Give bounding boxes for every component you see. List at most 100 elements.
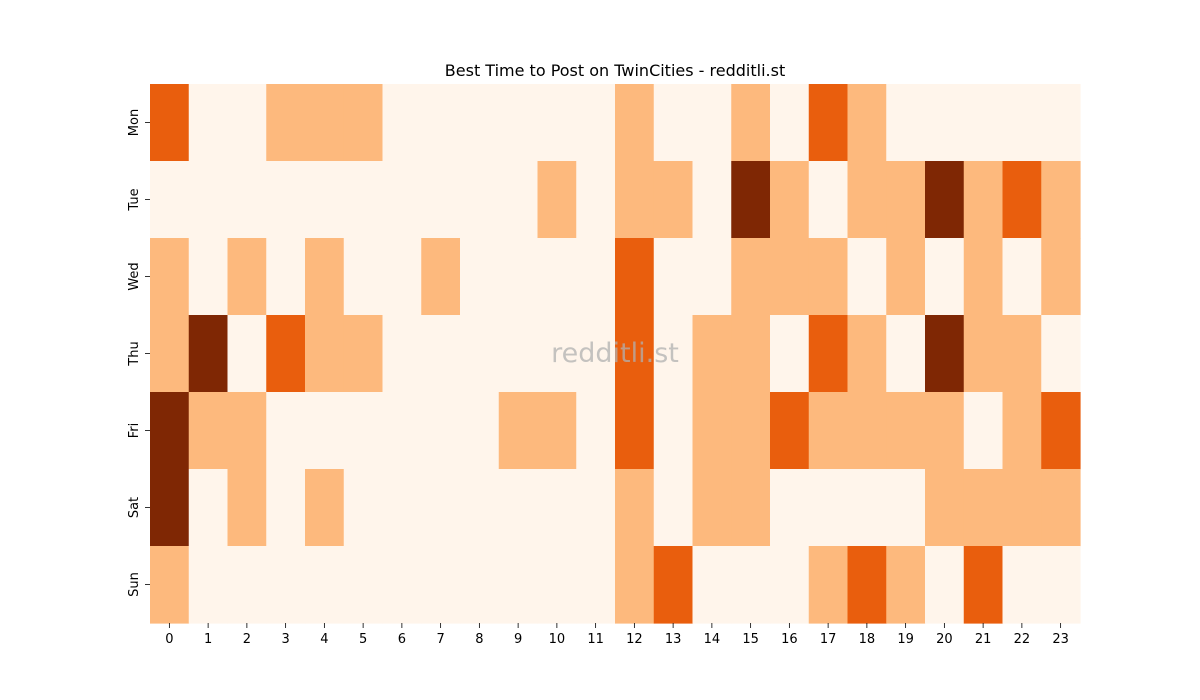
heatmap-cell-wed-7: [421, 238, 461, 316]
heatmap-cells: [150, 84, 1081, 624]
heatmap-cell-fri-1: [188, 392, 229, 470]
heatmap-cell-tue-6: [382, 161, 422, 239]
heatmap-cell-fri-2: [227, 392, 267, 470]
heatmap-cell-tue-10: [537, 161, 577, 239]
heatmap-cell-tue-22: [1002, 161, 1042, 239]
heatmap-cell-thu-17: [808, 315, 849, 393]
heatmap-cell-wed-2: [227, 238, 267, 316]
heatmap-cell-tue-8: [460, 161, 500, 239]
heatmap-cell-sat-6: [382, 469, 422, 547]
x-tick-label: 18: [859, 632, 876, 647]
heatmap-cell-thu-7: [421, 315, 461, 393]
heatmap-cell-sun-7: [421, 546, 461, 624]
heatmap-cell-fri-8: [460, 392, 500, 470]
heatmap-cell-mon-6: [382, 84, 422, 162]
heatmap-cell-mon-4: [305, 84, 345, 162]
heatmap-cell-fri-12: [615, 392, 655, 470]
heatmap-cell-wed-22: [1002, 238, 1042, 316]
heatmap-cell-wed-5: [343, 238, 384, 316]
heatmap-cell-sat-10: [537, 469, 577, 547]
heatmap-cell-mon-7: [421, 84, 461, 162]
heatmap-cell-sun-19: [886, 546, 926, 624]
heatmap-cell-sun-6: [382, 546, 422, 624]
heatmap-cell-mon-5: [343, 84, 384, 162]
heatmap-cell-thu-6: [382, 315, 422, 393]
heatmap-cell-sun-21: [963, 546, 1004, 624]
heatmap-cell-wed-19: [886, 238, 926, 316]
heatmap-cell-sat-8: [460, 469, 500, 547]
heatmap-cell-tue-15: [731, 161, 771, 239]
heatmap-cell-mon-18: [847, 84, 887, 162]
heatmap-cell-sun-15: [731, 546, 771, 624]
heatmap-cell-wed-4: [305, 238, 345, 316]
heatmap-cell-sun-4: [305, 546, 345, 624]
heatmap-cell-sat-2: [227, 469, 267, 547]
heatmap-cell-thu-20: [925, 315, 965, 393]
heatmap-cell-sat-12: [615, 469, 655, 547]
heatmap-cell-wed-17: [808, 238, 849, 316]
x-tick-label: 11: [587, 632, 604, 647]
heatmap-cell-tue-9: [498, 161, 539, 239]
x-tick-label: 4: [320, 632, 328, 647]
heatmap-cell-sat-21: [963, 469, 1004, 547]
heatmap-cell-fri-21: [963, 392, 1004, 470]
heatmap-cell-sat-19: [886, 469, 926, 547]
heatmap-cell-mon-1: [188, 84, 229, 162]
heatmap-cell-tue-0: [150, 161, 190, 239]
heatmap-cell-wed-11: [576, 238, 616, 316]
heatmap-cell-sun-14: [692, 546, 732, 624]
heatmap-cell-thu-21: [963, 315, 1004, 393]
heatmap-cell-fri-13: [653, 392, 694, 470]
heatmap-cell-fri-19: [886, 392, 926, 470]
x-tick-label: 6: [398, 632, 406, 647]
x-tick-label: 12: [626, 632, 643, 647]
y-tick-label: Sat: [127, 497, 142, 518]
heatmap-cell-thu-16: [770, 315, 810, 393]
y-tick-label: Wed: [127, 262, 142, 290]
y-tick-label: Thu: [127, 341, 142, 366]
chart-title: Best Time to Post on TwinCities - reddit…: [445, 61, 785, 80]
heatmap-cell-thu-3: [266, 315, 306, 393]
heatmap-cell-thu-9: [498, 315, 539, 393]
heatmap-cell-wed-16: [770, 238, 810, 316]
heatmap-cell-sun-2: [227, 546, 267, 624]
heatmap-cell-sun-11: [576, 546, 616, 624]
heatmap-cell-tue-19: [886, 161, 926, 239]
heatmap-cell-sun-16: [770, 546, 810, 624]
x-tick-label: 7: [436, 632, 444, 647]
heatmap-cell-tue-16: [770, 161, 810, 239]
heatmap-cell-mon-19: [886, 84, 926, 162]
heatmap-cell-fri-5: [343, 392, 384, 470]
heatmap-cell-fri-7: [421, 392, 461, 470]
heatmap-cell-wed-1: [188, 238, 229, 316]
heatmap-cell-mon-3: [266, 84, 306, 162]
x-tick-label: 1: [204, 632, 212, 647]
heatmap-cell-mon-10: [537, 84, 577, 162]
heatmap-cell-tue-2: [227, 161, 267, 239]
heatmap-cell-thu-18: [847, 315, 887, 393]
heatmap-cell-fri-4: [305, 392, 345, 470]
x-tick-label: 5: [359, 632, 367, 647]
heatmap-cell-sat-14: [692, 469, 732, 547]
heatmap-cell-wed-13: [653, 238, 694, 316]
heatmap-cell-sun-17: [808, 546, 849, 624]
heatmap-cell-sun-8: [460, 546, 500, 624]
heatmap-cell-fri-11: [576, 392, 616, 470]
heatmap-cell-thu-5: [343, 315, 384, 393]
heatmap-cell-sat-18: [847, 469, 887, 547]
heatmap-cell-mon-17: [808, 84, 849, 162]
x-tick-label: 13: [665, 632, 682, 647]
y-axis: Mon Tue Wed Thu Fri Sat Sun: [127, 109, 150, 597]
x-tick-label: 15: [742, 632, 759, 647]
x-tick-label: 2: [243, 632, 251, 647]
heatmap-cell-sun-0: [150, 546, 190, 624]
heatmap-cell-sat-11: [576, 469, 616, 547]
heatmap-cell-wed-15: [731, 238, 771, 316]
heatmap-cell-thu-8: [460, 315, 500, 393]
x-axis: 0 1 2 3 4 5 6 7 8 9 10 11 12 13 14 15 16 17 18 19 20 21 22 23: [165, 623, 1069, 647]
x-tick-label: 0: [165, 632, 173, 647]
heatmap-cell-thu-14: [692, 315, 732, 393]
heatmap-cell-tue-12: [615, 161, 655, 239]
heatmap-cell-fri-6: [382, 392, 422, 470]
heatmap-cell-sat-22: [1002, 469, 1042, 547]
